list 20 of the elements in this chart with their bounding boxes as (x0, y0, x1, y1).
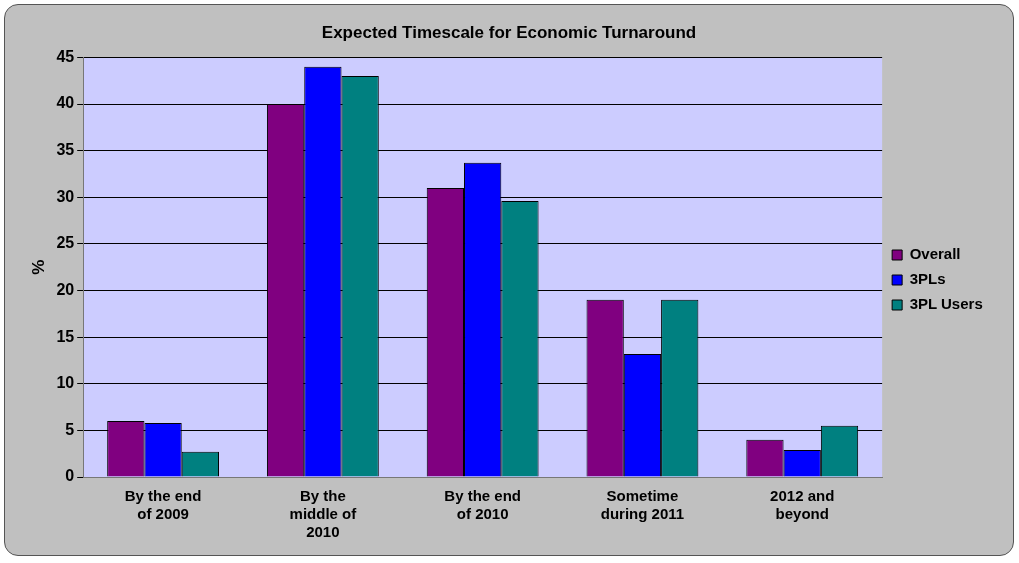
legend-label: 3PLs (909, 270, 946, 288)
y-tick-label: 0 (65, 467, 75, 485)
y-tick-label: 40 (56, 94, 75, 112)
x-tick-label: 2012 and beyond (770, 487, 835, 523)
x-tick-label: By the end of 2010 (444, 487, 522, 523)
y-tick-label: 35 (56, 141, 75, 159)
y-tick-label: 15 (56, 327, 75, 345)
y-axis-title: % (28, 259, 48, 275)
y-tick-label: 25 (56, 234, 75, 252)
y-tick-label: 10 (56, 374, 75, 392)
legend-label: 3PL Users (909, 295, 983, 313)
x-tick-label: By the end of 2009 (124, 487, 202, 523)
legend-label: Overall (909, 245, 961, 263)
y-tick-label: 45 (56, 47, 75, 65)
x-tick-label: Sometime during 2011 (600, 487, 685, 523)
y-tick-label: 5 (65, 420, 75, 438)
x-tick-label: By the middle of 2010 (289, 487, 358, 541)
chart-title: Expected Timescale for Economic Turnaround (321, 22, 697, 42)
y-tick-label: 30 (56, 187, 75, 205)
y-tick-label: 20 (56, 280, 75, 298)
